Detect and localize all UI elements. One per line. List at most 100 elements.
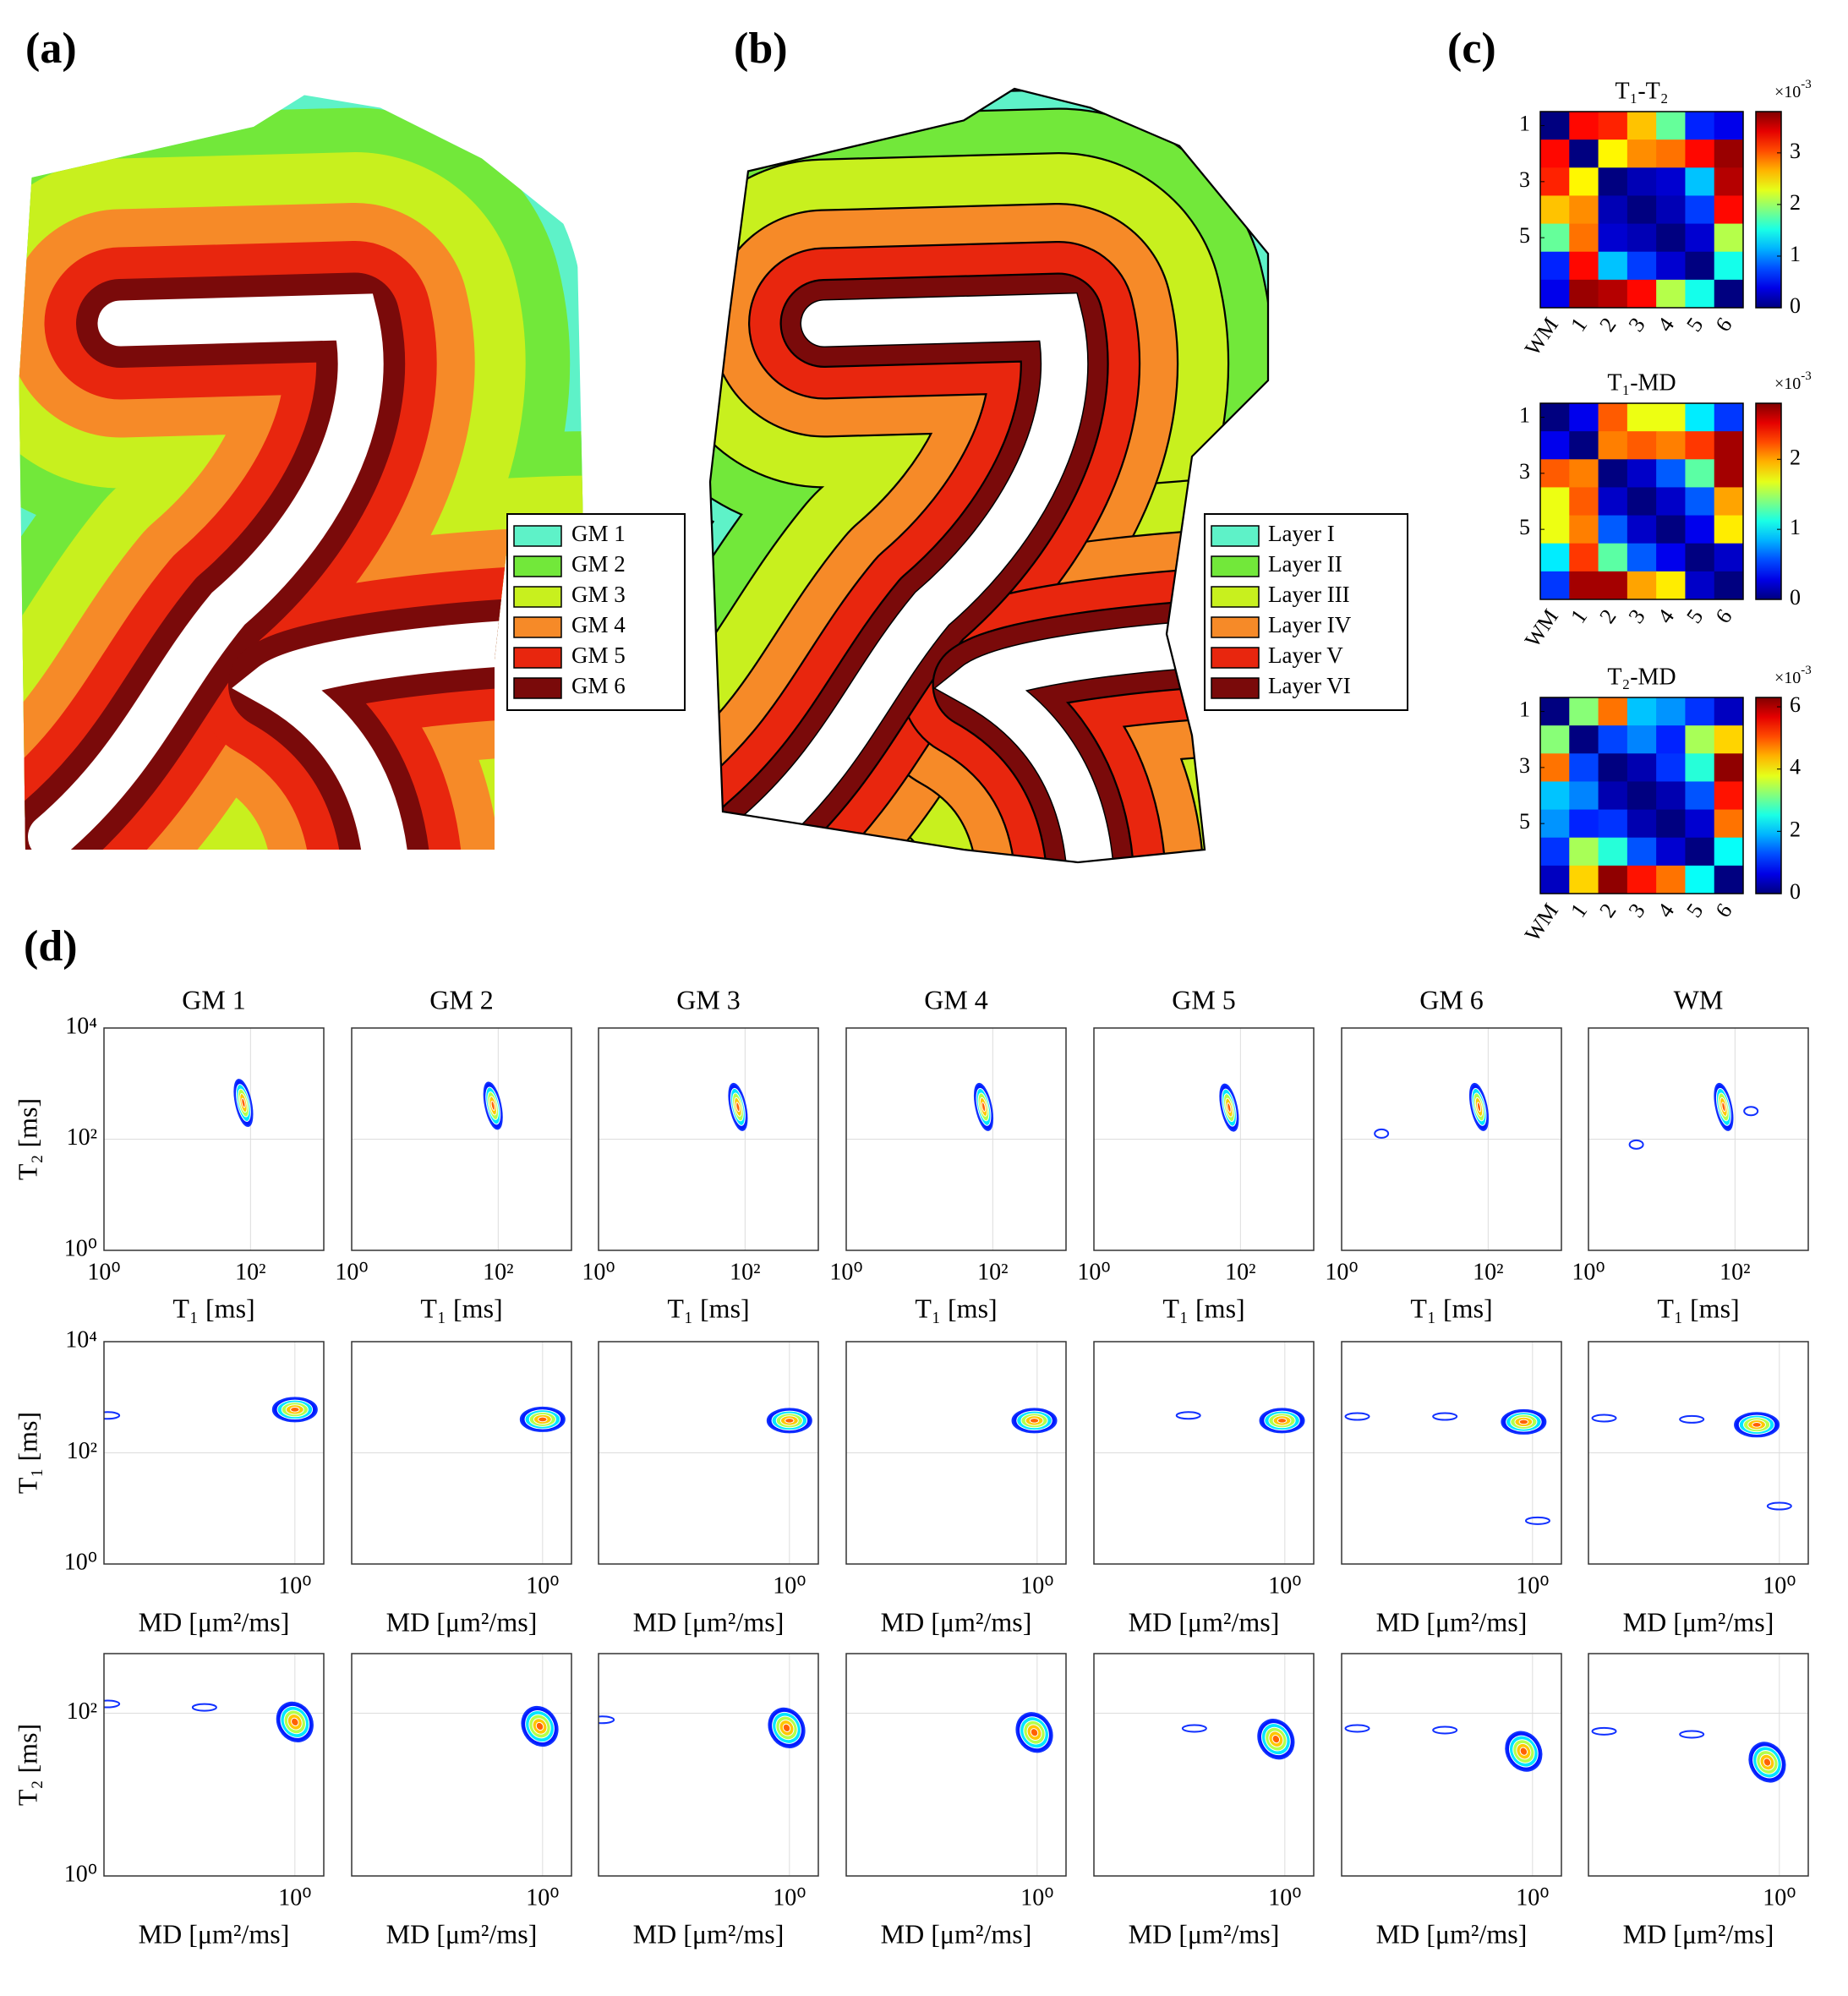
heatmap-cell <box>1656 753 1686 782</box>
y-tick-label: 5 <box>1519 809 1530 834</box>
x-tick-label: 10² <box>483 1259 513 1285</box>
x-axis-label: T₁ [ms] <box>1162 1293 1244 1323</box>
heatmap-cell <box>1627 251 1657 281</box>
x-tick-label: 2 <box>1594 604 1621 627</box>
heatmap-cell <box>1685 223 1715 253</box>
x-tick-label: 4 <box>1653 604 1679 627</box>
colorbar-tick-label: 0 <box>1790 879 1801 904</box>
heatmap-cell <box>1714 195 1744 225</box>
plot-title: GM 6 <box>1419 984 1484 1014</box>
legend-label: GM 4 <box>571 612 626 637</box>
heatmap-cell <box>1714 279 1744 309</box>
colorbar-tick-label: 2 <box>1790 190 1801 215</box>
heatmap-cell <box>1598 139 1628 168</box>
peak <box>521 1705 559 1747</box>
minor-contour <box>1743 1106 1759 1117</box>
plot-frame <box>1588 1027 1809 1251</box>
heatmap-cell <box>1540 487 1570 517</box>
legend-label: Layer IV <box>1268 612 1352 637</box>
x-tick-label: 10⁰ <box>1268 1884 1301 1911</box>
contours <box>519 1406 566 1432</box>
x-tick-label: 5 <box>1681 899 1708 921</box>
plot-title: GM 3 <box>676 984 741 1014</box>
y-tick-label: 1 <box>1519 697 1530 722</box>
heatmap-cell <box>1685 487 1715 517</box>
contours <box>233 1079 254 1128</box>
legend-swatch <box>1211 677 1260 699</box>
colorbar-tick-label: 3 <box>1790 139 1801 163</box>
plot-frame <box>103 1341 325 1565</box>
heatmap-cell <box>1569 543 1599 572</box>
y-tick-label: 1 <box>1519 112 1530 136</box>
heatmap-cell <box>1627 543 1657 572</box>
heatmap-cell <box>1685 431 1715 460</box>
x-tick-label: 2 <box>1594 899 1621 921</box>
heatmap-cell <box>1714 431 1744 460</box>
x-axis-label: MD [μm²/ms] <box>139 1918 290 1949</box>
x-axis-label: MD [μm²/ms] <box>1376 1606 1528 1637</box>
y-tick-label: 10⁰ <box>64 1549 97 1575</box>
colorbar-tick-label: 0 <box>1790 585 1801 610</box>
x-axis-label: MD [μm²/ms] <box>881 1606 1032 1637</box>
heatmap-cell <box>1569 837 1599 867</box>
multiplier-exponent: -3 <box>1801 664 1812 677</box>
peak <box>1011 1408 1058 1434</box>
heatmap-cell <box>1627 809 1657 839</box>
panel-label: (c) <box>1447 25 1496 73</box>
heatmap-cell <box>1569 571 1599 600</box>
heatmap-cell <box>1569 223 1599 253</box>
heatmap-cell <box>1627 487 1657 517</box>
heatmap-cell <box>1714 725 1744 754</box>
x-tick-label: 10² <box>977 1259 1008 1285</box>
colorbar-multiplier: ×10-3 <box>1774 369 1812 392</box>
heatmap-cell <box>1540 403 1570 432</box>
contours <box>1175 1408 1305 1434</box>
heatmap-cell <box>1569 781 1599 811</box>
y-tick-label: 3 <box>1519 459 1530 484</box>
white-matter-gap <box>731 293 1088 860</box>
x-axis-label: MD [μm²/ms] <box>633 1918 785 1949</box>
colorbar-tick-label: 0 <box>1790 293 1801 318</box>
heatmap-cell <box>1598 431 1628 460</box>
heatmap-cell <box>1656 195 1686 225</box>
legend-label: GM 3 <box>571 582 626 607</box>
heatmap-cell <box>1627 515 1657 544</box>
heatmap-cell <box>1685 753 1715 782</box>
map-outline <box>708 87 1270 864</box>
heatmap-cell <box>1569 865 1599 894</box>
minor-contour <box>1181 1724 1207 1733</box>
x-tick-label: 10⁰ <box>1020 1884 1053 1911</box>
x-tick-label: 10⁰ <box>1572 1259 1605 1285</box>
heatmap-cell <box>1685 279 1715 309</box>
heatmap-cell <box>1685 167 1715 196</box>
peak <box>766 1408 812 1434</box>
peak <box>1714 1082 1734 1131</box>
heatmap-cell <box>1598 403 1628 432</box>
heatmap-cell <box>1627 403 1657 432</box>
heatmap-cell <box>1598 223 1628 253</box>
contours <box>1344 1724 1543 1772</box>
heatmap-cell <box>1598 515 1628 544</box>
heatmap-cell <box>1540 543 1570 572</box>
colorbar <box>1755 402 1782 600</box>
legend-swatch <box>1211 555 1260 577</box>
peak <box>1748 1742 1786 1783</box>
plot-frame <box>598 1341 819 1565</box>
panel-label: (d) <box>24 922 78 971</box>
heatmap-cell <box>1714 459 1744 488</box>
legend-label: Layer V <box>1268 643 1343 668</box>
peak <box>483 1081 503 1130</box>
heatmap-cell <box>1627 112 1657 140</box>
plot-title: GM 5 <box>1172 984 1236 1014</box>
plot-title: GM 1 <box>182 984 246 1014</box>
heatmap-cell <box>1656 515 1686 544</box>
legend-swatch <box>1211 586 1260 608</box>
legend-swatch <box>513 677 562 699</box>
heatmap-cell <box>1627 753 1657 782</box>
contours <box>1219 1083 1239 1132</box>
x-axis-label: MD [μm²/ms] <box>1623 1918 1774 1949</box>
legend-swatch <box>513 586 562 608</box>
heatmap-cell <box>1540 279 1570 309</box>
minor-contour <box>104 1411 121 1420</box>
legend-label: Layer III <box>1268 582 1350 607</box>
